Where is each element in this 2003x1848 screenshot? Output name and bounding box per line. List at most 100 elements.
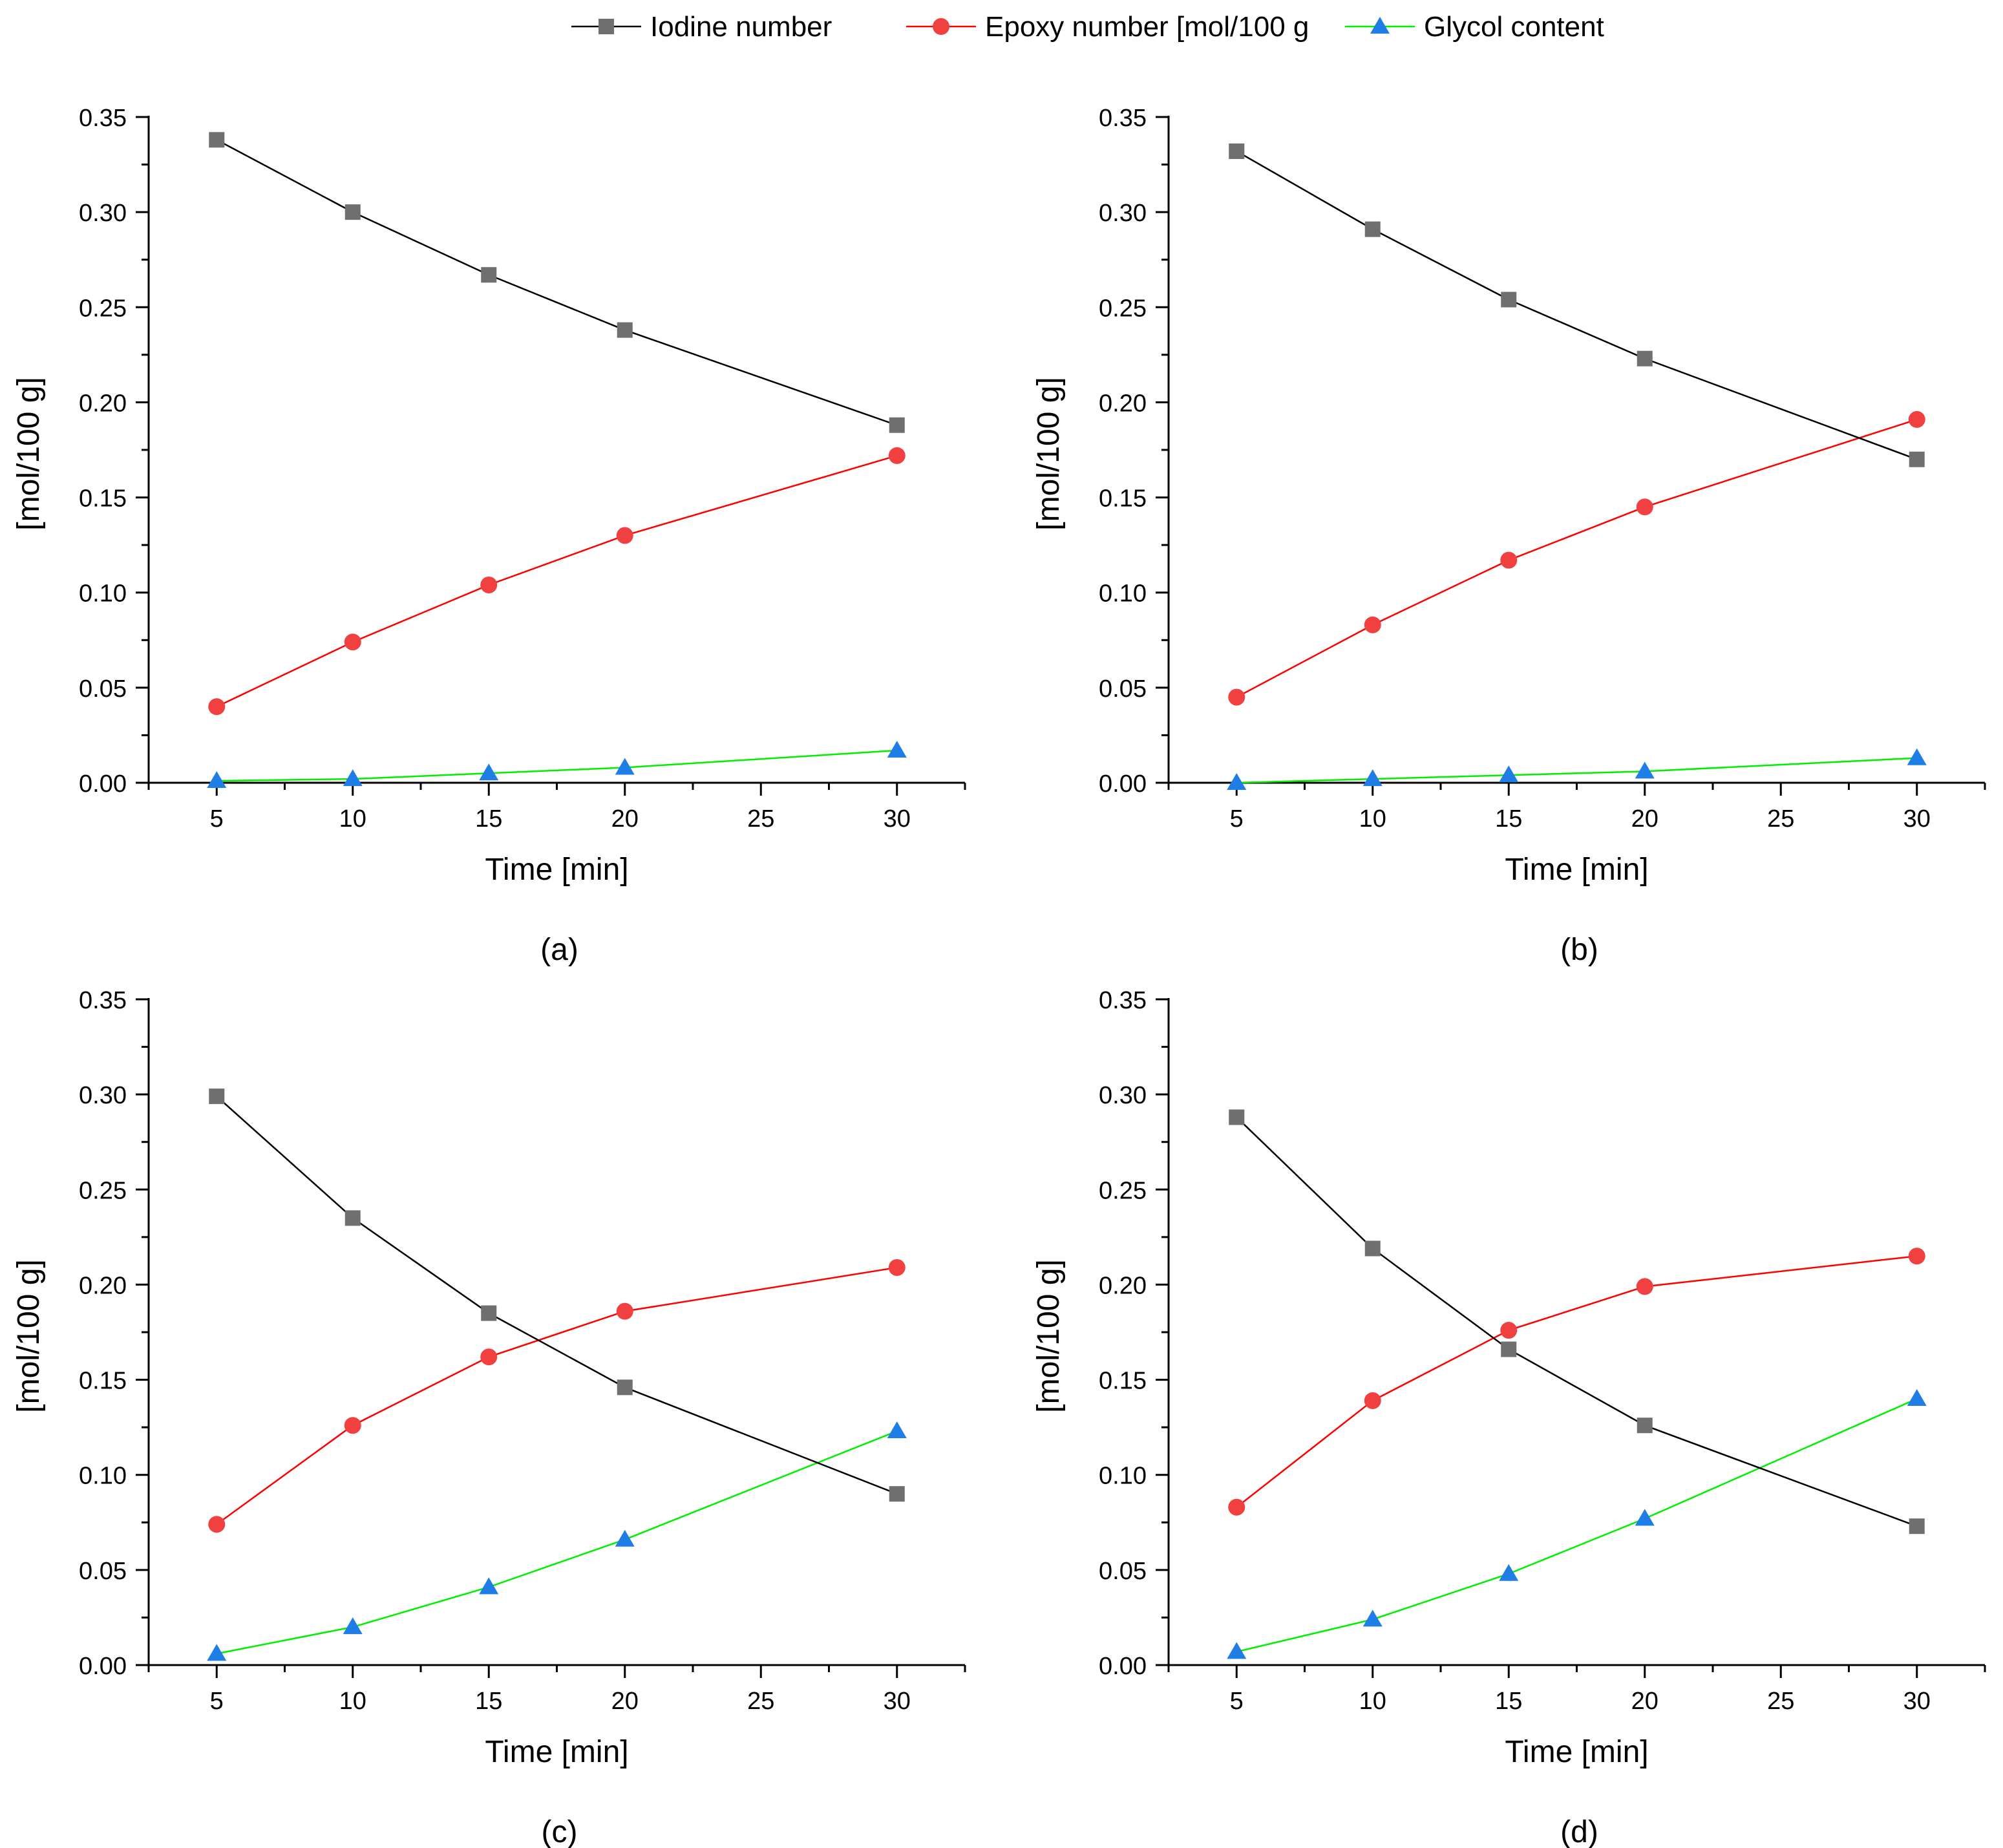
data-point-epoxy (480, 1348, 498, 1366)
y-tick-label: 0.10 (1099, 1463, 1147, 1490)
x-tick-label: 25 (1767, 1688, 1794, 1715)
series-line-iodine (216, 139, 898, 426)
data-point-epoxy (1228, 1498, 1245, 1516)
x-tick-label: 10 (1359, 805, 1386, 833)
legend-marker-glycol (1370, 17, 1390, 34)
data-point-epoxy (1908, 1248, 1925, 1265)
data-point-epoxy (344, 633, 361, 651)
data-point-glycol (1499, 765, 1519, 783)
y-tick-label: 0.30 (1099, 1082, 1147, 1109)
data-point-glycol (1227, 773, 1247, 790)
y-tick-label: 0.20 (1099, 390, 1147, 417)
x-tick-label: 5 (1230, 1688, 1244, 1715)
series-line-iodine (1236, 1116, 1918, 1527)
y-tick-label: 0.05 (79, 1558, 127, 1585)
data-point-glycol (207, 1644, 227, 1661)
legend-item-glycol: Glycol content (1345, 11, 1604, 43)
legend-label-epoxy: Epoxy number [mol/100 g (985, 11, 1309, 43)
legend-label-iodine: Iodine number (650, 11, 832, 43)
x-tick-label: 30 (884, 1688, 911, 1715)
legend-marker-epoxy (933, 18, 949, 35)
chart-panel-4: 0.00 0.05 0.10 0.15 0.20 0.25 0.30 0.35 5 10 15 20 2… (1032, 987, 1986, 1848)
panel-label: (d) (1560, 1815, 1598, 1848)
data-point-glycol (1907, 1389, 1927, 1406)
series-line-epoxy (216, 1266, 897, 1525)
x-tick-label: 15 (475, 1688, 502, 1715)
panels: 0.00 0.05 0.10 0.15 0.20 0.25 0.30 0.35 5 10 15 20 2… (12, 105, 1986, 1848)
x-axis-label: Time [min] (1505, 853, 1648, 887)
x-tick-label: 15 (475, 805, 502, 833)
legend: Iodine number Epoxy number [mol/100 g Glyc… (571, 11, 1604, 43)
y-tick-label: 0.00 (1099, 770, 1147, 798)
x-tick-label: 5 (1230, 805, 1244, 833)
data-point-glycol (887, 740, 907, 758)
y-tick-label: 0.00 (79, 770, 127, 798)
data-point-glycol (479, 763, 499, 781)
data-point-glycol (887, 1421, 907, 1439)
y-tick-label: 0.20 (79, 390, 127, 417)
data-point-epoxy (1500, 551, 1518, 569)
data-point-epoxy (208, 698, 226, 716)
y-tick-label: 0.15 (79, 485, 127, 513)
x-tick-label: 25 (747, 1688, 774, 1715)
y-tick-label: 0.25 (79, 295, 127, 322)
data-point-epoxy (1636, 1278, 1653, 1295)
x-tick-label: 30 (884, 805, 911, 833)
data-point-glycol (343, 769, 363, 787)
x-axis-label: Time [min] (1505, 1735, 1648, 1769)
legend-marker-iodine (599, 19, 614, 34)
y-tick-label: 0.35 (79, 987, 127, 1014)
y-tick-label: 0.30 (79, 1082, 127, 1109)
data-point-iodine (1909, 451, 1925, 467)
data-point-glycol (207, 771, 227, 789)
x-tick-label: 5 (210, 1688, 224, 1715)
y-tick-label: 0.05 (1099, 675, 1147, 703)
data-point-iodine (617, 322, 633, 338)
chart-panel-2: 0.00 0.05 0.10 0.15 0.20 0.25 0.30 0.35 5 10 15 20 2… (1032, 105, 1986, 967)
y-tick-label: 0.00 (79, 1653, 127, 1680)
x-tick-label: 25 (1767, 805, 1794, 833)
y-tick-label: 0.15 (1099, 1368, 1147, 1395)
data-point-glycol (615, 758, 635, 775)
data-point-glycol (1635, 1509, 1655, 1526)
legend-item-epoxy: Epoxy number [mol/100 g (906, 11, 1309, 43)
y-tick-label: 0.25 (1099, 1177, 1147, 1204)
data-point-glycol (1907, 748, 1927, 765)
x-tick-label: 10 (339, 805, 366, 833)
data-point-iodine (1364, 221, 1381, 237)
data-point-iodine (889, 1486, 905, 1502)
y-tick-label: 0.20 (79, 1272, 127, 1299)
series-line-epoxy (1236, 1255, 1917, 1508)
x-tick-label: 10 (1359, 1688, 1386, 1715)
data-point-iodine (1637, 1418, 1653, 1434)
y-tick-label: 0.35 (1099, 987, 1147, 1014)
data-point-epoxy (1500, 1322, 1518, 1339)
data-point-iodine (344, 1210, 361, 1226)
series-line-epoxy (216, 454, 898, 708)
y-tick-label: 0.15 (1099, 485, 1147, 513)
data-point-epoxy (616, 527, 633, 544)
y-tick-label: 0.25 (79, 1177, 127, 1204)
y-tick-label: 0.05 (79, 675, 127, 703)
x-tick-label: 10 (339, 1688, 366, 1715)
data-point-iodine (1637, 350, 1653, 366)
y-tick-label: 0.15 (79, 1368, 127, 1395)
y-tick-label: 0.00 (1099, 1653, 1147, 1680)
data-point-iodine (1229, 143, 1245, 159)
data-point-epoxy (208, 1516, 226, 1533)
series-line-glycol (217, 749, 897, 782)
data-point-epoxy (1364, 616, 1381, 633)
x-axis-label: Time [min] (485, 1735, 628, 1769)
data-point-epoxy (888, 447, 906, 464)
series-line-iodine (216, 1096, 898, 1495)
x-tick-label: 15 (1495, 805, 1522, 833)
data-point-iodine (889, 417, 905, 433)
data-point-iodine (617, 1379, 633, 1396)
x-tick-label: 30 (1903, 805, 1931, 833)
legend-item-iodine: Iodine number (571, 11, 832, 43)
data-point-epoxy (1636, 498, 1653, 516)
data-point-glycol (343, 1617, 363, 1635)
data-point-glycol (1362, 1609, 1383, 1627)
x-tick-label: 20 (1631, 805, 1659, 833)
